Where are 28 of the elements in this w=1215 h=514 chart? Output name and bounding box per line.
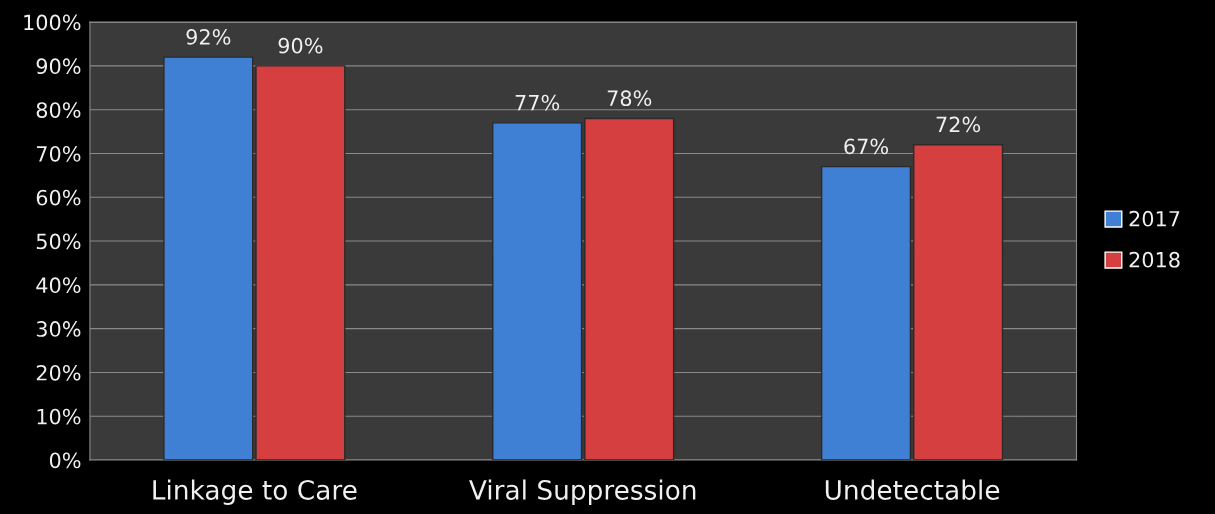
data-label: 77% [515,94,560,111]
legend-label: 2018 [1129,251,1180,268]
y-tick-label: 10% [37,408,81,425]
data-label: 92% [186,29,231,45]
y-tick-label: 100% [24,14,81,31]
y-tick-label: 50% [36,233,81,250]
bar [255,65,346,461]
x-tick-label: Linkage to Care [153,479,357,506]
bar [913,144,1004,461]
y-tick-label: 40% [36,277,81,294]
bar [163,56,254,461]
y-tick-label: 80% [36,102,81,118]
bar [820,165,912,461]
y-tick-label: 20% [36,364,81,381]
y-tick-label: 30% [36,321,81,337]
y-tick-label: 60% [36,189,81,206]
data-label: 67% [844,138,889,155]
y-tick-label: 0% [49,452,81,469]
x-tick-label: Viral Suppression [469,479,696,506]
x-tick-label: Undetectable [825,479,1000,500]
data-label: 78% [607,90,652,107]
bar [584,117,675,461]
data-label: 72% [936,116,981,133]
y-tick-label: 70% [36,145,81,162]
legend-label: 2017 [1129,210,1180,227]
data-label: 90% [278,37,323,54]
y-tick-label: 90% [36,58,81,75]
bar [492,122,583,461]
